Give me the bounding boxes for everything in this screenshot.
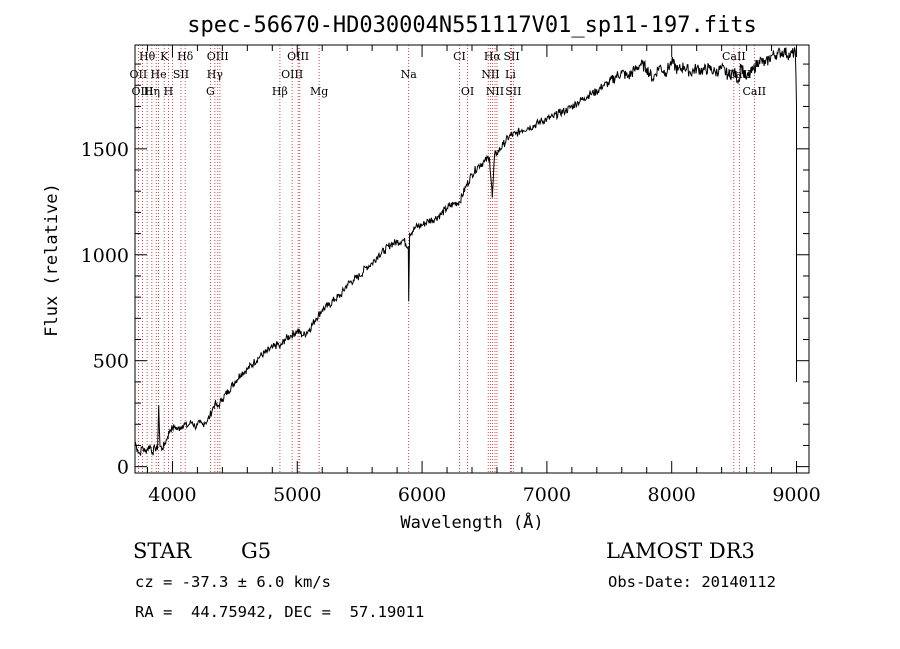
marker-label: NII: [481, 68, 499, 81]
marker-label: Hθ: [139, 50, 156, 63]
marker-label: G: [206, 85, 215, 98]
x-tick-label: 4000: [148, 484, 196, 506]
observation-date: Obs-Date: 20140112: [608, 573, 776, 591]
object-subclass: G5: [241, 539, 272, 563]
survey-name: LAMOST DR3: [606, 539, 755, 563]
y-tick-label: 0: [117, 457, 129, 479]
marker-label: OIII: [287, 50, 309, 63]
x-tick-label: 6000: [398, 484, 446, 506]
marker-label: Hδ: [177, 50, 194, 63]
chart-title: spec-56670-HD030004N551117V01_sp11-197.f…: [187, 13, 757, 38]
marker-label: CaII: [742, 85, 766, 98]
x-tick-label: 8000: [648, 484, 696, 506]
marker-label: Li: [505, 68, 516, 81]
x-tick-label: 9000: [772, 484, 820, 506]
y-tick-label: 1000: [81, 245, 129, 267]
marker-label: OIII: [131, 85, 153, 98]
marker-label: Hη: [144, 85, 160, 98]
marker-label: He: [151, 68, 167, 81]
radial-velocity: cz = -37.3 ± 6.0 km/s: [135, 573, 331, 591]
marker-label: K: [160, 50, 169, 63]
spectrum-line: [134, 47, 797, 456]
marker-label: CI: [453, 50, 466, 63]
marker-label: OI: [461, 85, 474, 98]
x-axis-label: Wavelength (Å): [400, 511, 543, 533]
marker-label: SII: [503, 50, 519, 63]
spectral-line-markers: [137, 45, 755, 473]
marker-label: OII: [130, 68, 148, 81]
marker-label: Hα: [484, 50, 502, 63]
y-tick-label: 500: [93, 351, 129, 373]
marker-label: Hβ: [272, 85, 288, 98]
y-axis-ticks: 0 500 1000 1500: [81, 63, 809, 479]
x-tick-label: 5000: [273, 484, 321, 506]
plot-frame: [134, 44, 810, 474]
marker-label: SII: [173, 68, 189, 81]
x-axis-ticks: 4000 5000 6000 7000 8000 9000: [146, 45, 821, 506]
x-tick-label: 7000: [523, 484, 571, 506]
object-class: STAR: [133, 539, 192, 563]
marker-label: OIII: [207, 50, 229, 63]
y-tick-label: 1500: [81, 139, 129, 161]
marker-label: NII: [486, 85, 504, 98]
marker-label: H: [164, 85, 174, 98]
sky-coordinates: RA = 44.75942, DEC = 57.19011: [135, 603, 425, 621]
y-axis-label: Flux (relative): [42, 183, 62, 337]
marker-label: CaII: [722, 50, 746, 63]
marker-label: Na: [401, 68, 418, 81]
marker-label: OIII: [281, 68, 303, 81]
marker-label: SII: [505, 85, 521, 98]
marker-label: Mg: [310, 85, 328, 98]
marker-label: Hγ: [207, 68, 224, 81]
